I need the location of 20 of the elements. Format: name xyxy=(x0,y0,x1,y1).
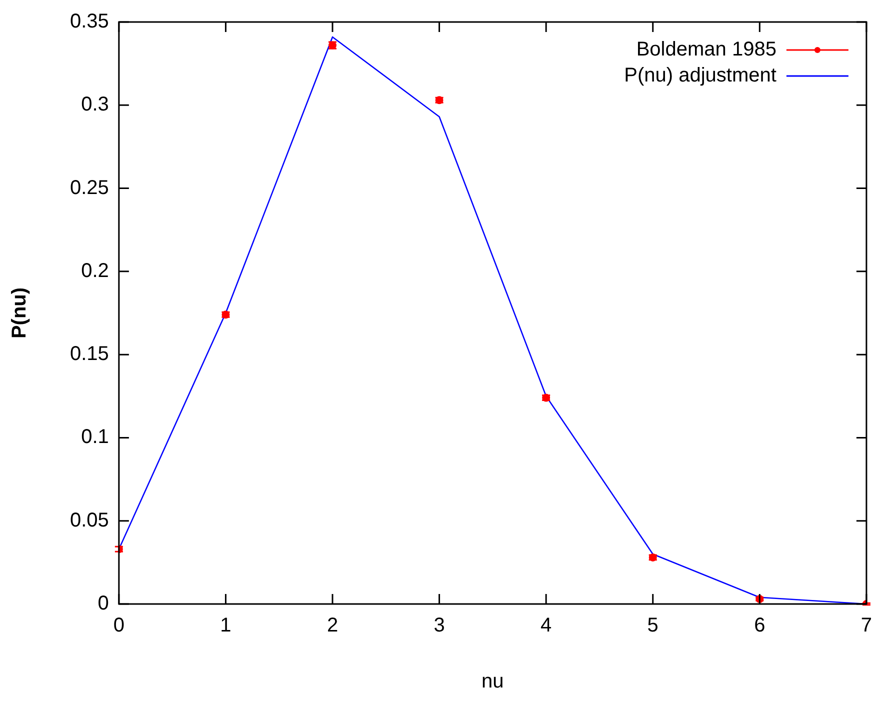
y-tick-label: 0.1 xyxy=(81,426,109,448)
legend-label: Boldeman 1985 xyxy=(636,38,776,61)
x-tick-label: 7 xyxy=(860,614,872,637)
x-tick-label: 5 xyxy=(647,614,658,637)
y-tick-label: 0 xyxy=(98,592,109,615)
y-tick-label: 0.35 xyxy=(70,10,109,33)
y-tick-label: 0.15 xyxy=(70,343,109,366)
y-axis-title: P(nu) xyxy=(8,287,31,339)
legend-label: P(nu) adjustment xyxy=(624,64,777,87)
x-axis-title: nu xyxy=(482,670,504,693)
y-tick-label: 0.05 xyxy=(70,509,109,532)
x-tick-label: 1 xyxy=(220,614,232,637)
y-tick-label: 0.25 xyxy=(70,176,109,199)
x-tick-label: 6 xyxy=(754,614,766,637)
x-tick-label: 4 xyxy=(540,614,552,637)
x-tick-label: 2 xyxy=(326,614,338,637)
y-tick-label: 0.3 xyxy=(81,94,109,116)
x-tick-label: 3 xyxy=(434,614,445,637)
y-tick-label: 0.2 xyxy=(81,260,109,282)
x-tick-label: 0 xyxy=(113,614,124,637)
